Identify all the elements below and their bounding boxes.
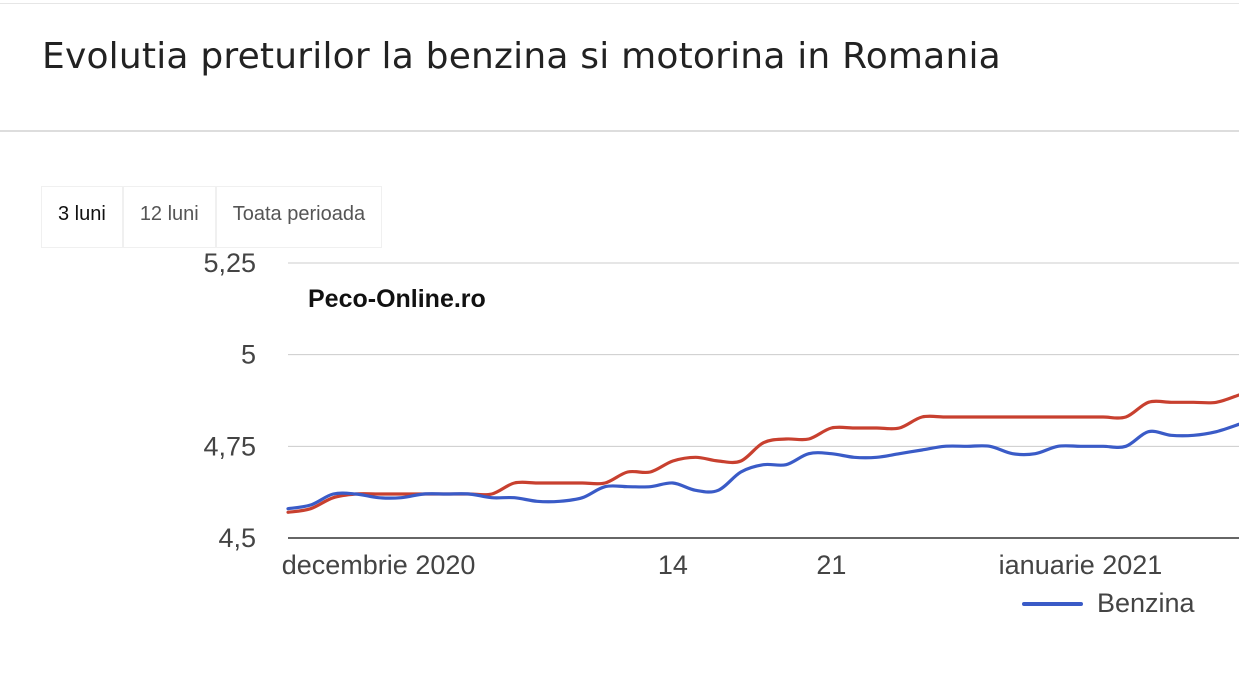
x-tick-label: 14: [658, 550, 688, 580]
tab-3-luni[interactable]: 3 luni: [41, 186, 123, 248]
legend-swatch-benzina: [1022, 601, 1083, 606]
tab-toata-perioada[interactable]: Toata perioada: [215, 186, 383, 248]
x-tick-label: 21: [816, 550, 846, 580]
chart-legend[interactable]: Benzina: [1022, 588, 1195, 619]
y-tick-label: 5: [241, 340, 256, 370]
x-tick-label: decembrie 2020: [282, 550, 476, 580]
x-tick-label: ianuarie 2021: [999, 550, 1163, 580]
page-title: Evolutia preturilor la benzina si motori…: [42, 36, 1001, 77]
series-line-benzina: [286, 422, 1239, 511]
top-border: [0, 3, 1239, 4]
tab-12-luni[interactable]: 12 luni: [122, 186, 216, 248]
watermark-text: Peco-Online.ro: [308, 285, 486, 313]
y-tick-label: 5,25: [203, 248, 256, 278]
legend-label-benzina: Benzina: [1097, 588, 1195, 618]
y-tick-label: 4,75: [203, 431, 256, 461]
header-divider: [0, 130, 1239, 132]
range-selector: 3 luni 12 luni Toata perioada: [41, 186, 383, 248]
y-tick-label: 4,5: [218, 523, 256, 553]
